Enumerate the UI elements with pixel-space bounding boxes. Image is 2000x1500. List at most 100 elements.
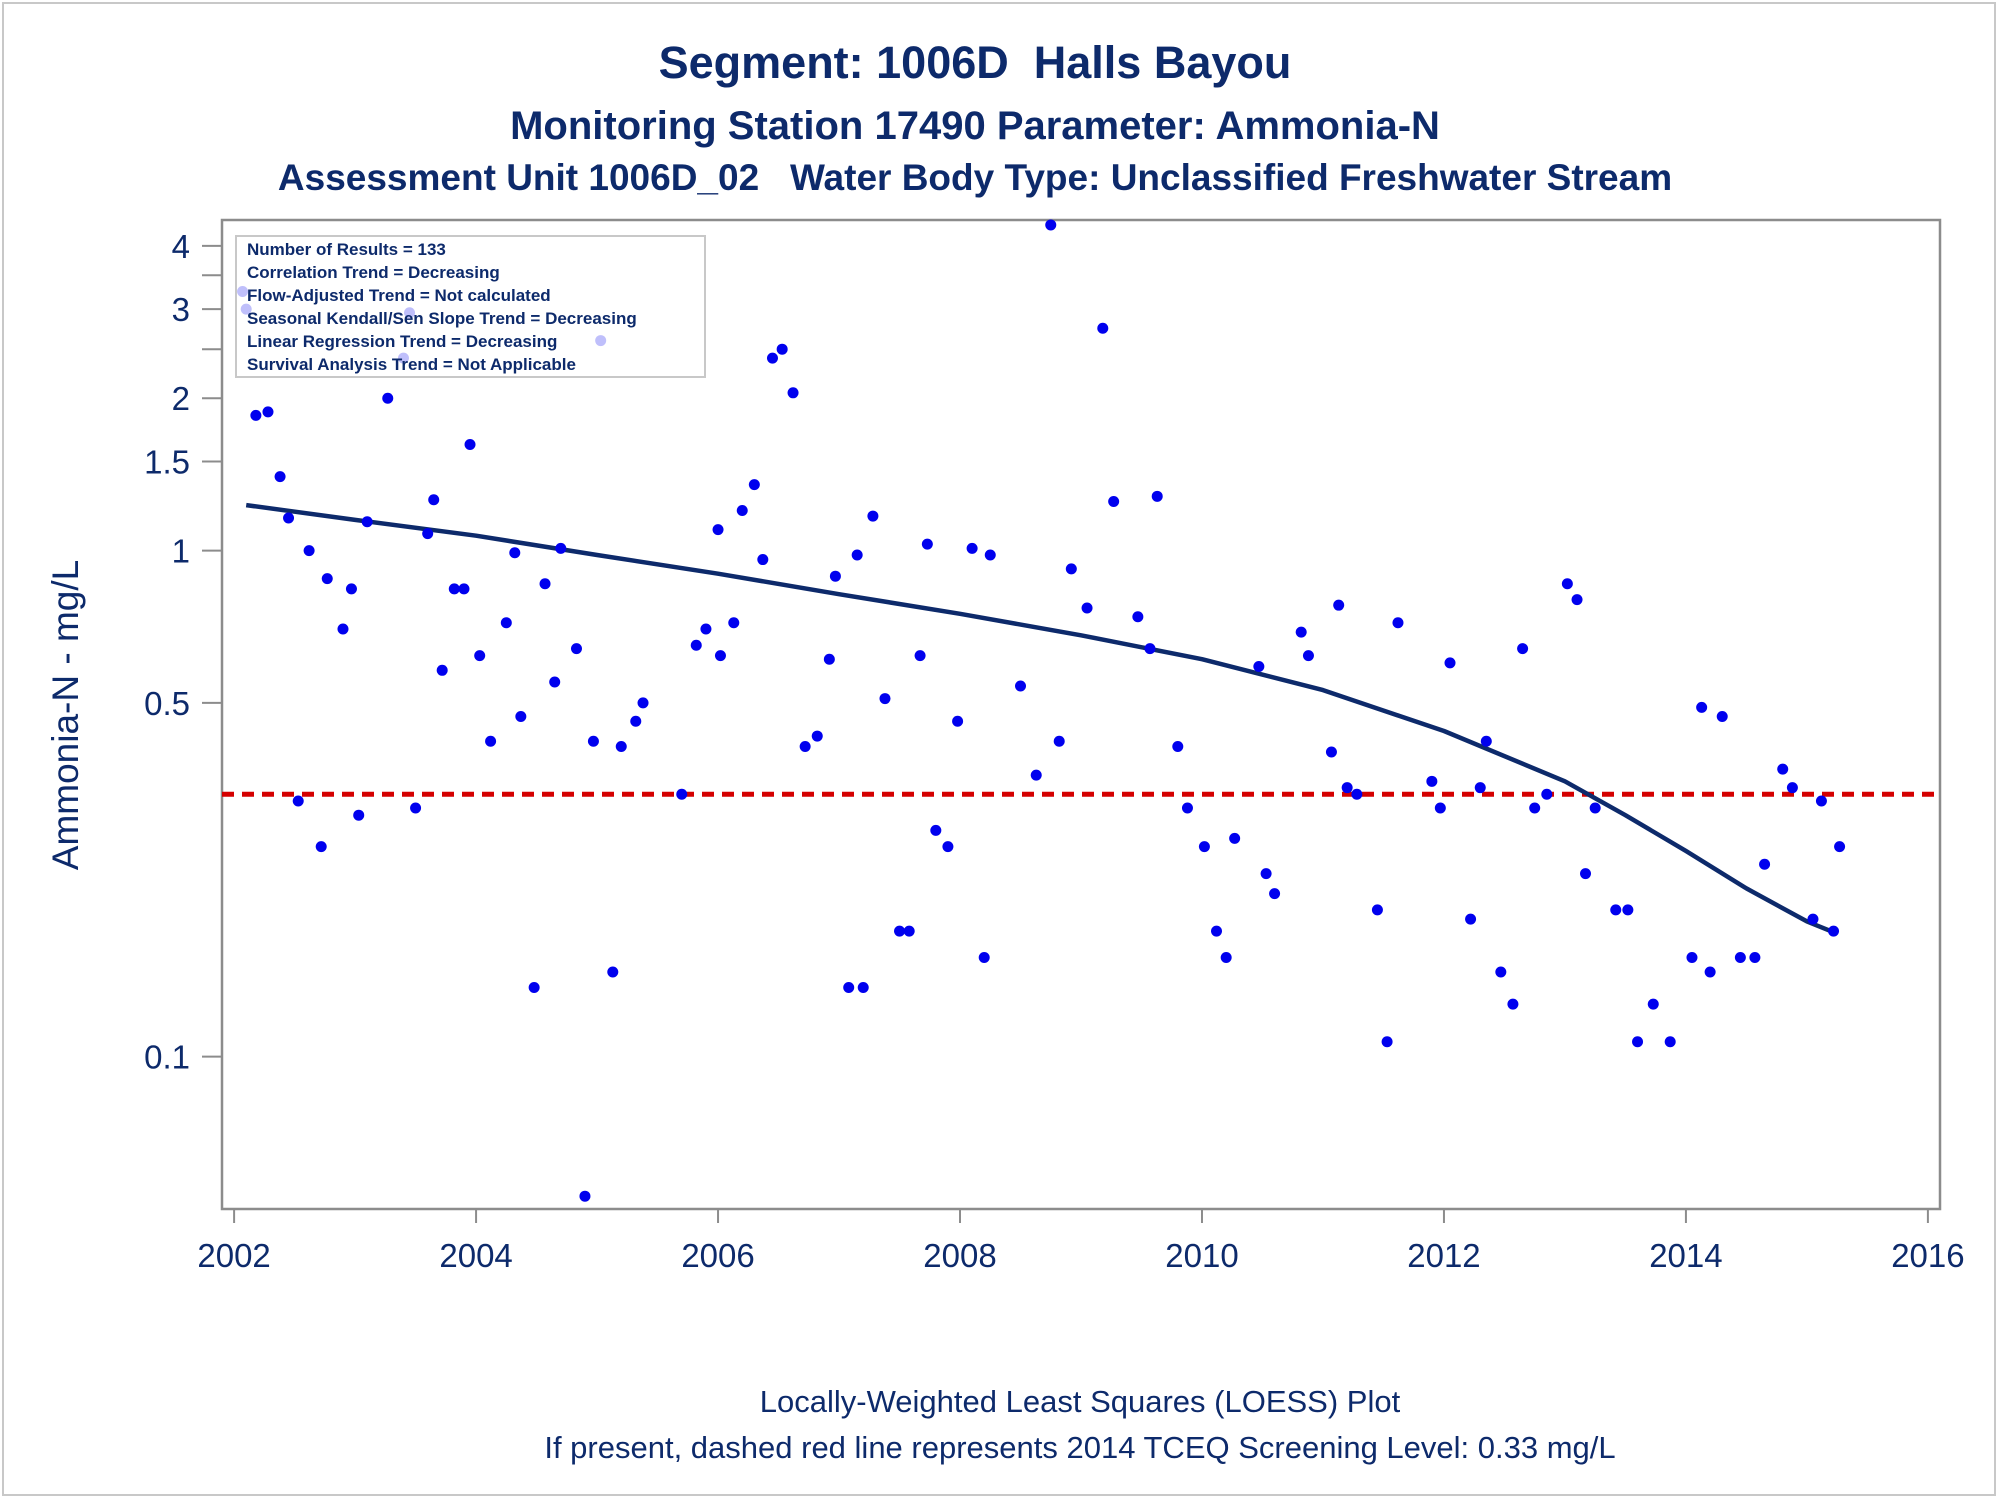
data-point — [851, 549, 863, 561]
data-point — [690, 639, 702, 651]
data-point — [766, 352, 778, 364]
data-point — [1517, 643, 1529, 655]
data-point — [321, 573, 333, 585]
y-tick-label: 1 — [172, 533, 190, 570]
stats-line: Seasonal Kendall/Sen Slope Trend = Decre… — [247, 309, 637, 328]
data-point — [728, 617, 740, 629]
data-point — [315, 841, 327, 853]
data-point — [1561, 578, 1573, 590]
data-point — [857, 981, 869, 993]
data-point — [1465, 913, 1477, 925]
data-point — [757, 554, 769, 566]
data-point — [630, 715, 642, 727]
data-point — [1269, 888, 1281, 900]
data-point — [1786, 782, 1798, 794]
x-tick-label: 2010 — [1165, 1237, 1238, 1274]
data-point — [303, 545, 315, 557]
data-point — [292, 795, 304, 807]
footnote-loess: Locally-Weighted Least Squares (LOESS) P… — [760, 1384, 1401, 1419]
data-point — [1664, 1036, 1676, 1048]
y-tick-label: 0.1 — [144, 1039, 190, 1076]
data-point — [1108, 496, 1120, 508]
data-point — [485, 735, 497, 747]
data-point — [1181, 802, 1193, 814]
data-point — [509, 547, 521, 559]
data-point — [1144, 643, 1156, 655]
data-point — [1749, 952, 1761, 964]
data-point — [966, 542, 978, 554]
data-point — [1302, 650, 1314, 662]
chart-subtitle-2: Assessment Unit 1006D_02 Water Body Type… — [278, 157, 1672, 198]
stats-line: Linear Regression Trend = Decreasing — [247, 332, 557, 351]
data-point — [337, 623, 349, 635]
data-point — [250, 409, 262, 421]
data-point — [676, 788, 688, 800]
x-tick-label: 2016 — [1891, 1237, 1964, 1274]
data-point — [1392, 617, 1404, 629]
data-point — [1097, 322, 1109, 334]
data-point — [879, 693, 891, 705]
data-point — [811, 730, 823, 742]
stats-line: Correlation Trend = Decreasing — [247, 263, 500, 282]
x-tick-label: 2004 — [439, 1237, 512, 1274]
data-point — [464, 439, 476, 451]
data-point — [436, 664, 448, 676]
data-point — [1696, 701, 1708, 713]
data-point — [1198, 841, 1210, 853]
footnote-screening: If present, dashed red line represents 2… — [544, 1430, 1615, 1465]
data-point — [930, 824, 942, 836]
data-point — [1474, 782, 1486, 794]
data-point — [283, 512, 295, 524]
data-point — [1734, 952, 1746, 964]
data-point — [700, 623, 712, 635]
data-point — [637, 697, 649, 709]
data-point — [799, 741, 811, 753]
stats-line: Survival Analysis Trend = Not Applicable — [247, 355, 576, 374]
data-point — [615, 741, 627, 753]
data-point — [1507, 998, 1519, 1010]
y-tick-label: 3 — [172, 291, 190, 328]
data-point — [1211, 925, 1223, 937]
data-point — [1622, 904, 1634, 916]
plot-area — [220, 218, 1942, 1211]
data-point — [458, 583, 470, 595]
data-point — [921, 538, 933, 550]
data-point — [787, 387, 799, 399]
data-point — [1610, 904, 1622, 916]
data-point — [1053, 735, 1065, 747]
data-point — [1030, 769, 1042, 781]
data-point — [748, 479, 760, 491]
data-point — [1807, 913, 1819, 925]
data-point — [736, 505, 748, 517]
data-point — [1777, 763, 1789, 775]
data-point — [867, 510, 879, 522]
stats-box — [235, 235, 706, 378]
data-point — [978, 952, 990, 964]
data-point — [382, 392, 394, 404]
data-point — [984, 549, 996, 561]
data-point — [1589, 802, 1601, 814]
data-point — [549, 676, 561, 688]
chart-marks — [222, 219, 1940, 1202]
y-tick-label: 4 — [172, 228, 190, 265]
data-point — [714, 650, 726, 662]
data-point — [1444, 657, 1456, 669]
data-point — [1333, 599, 1345, 611]
y-axis: 0.1 0.5 1 1.5 2 3 4 — [144, 228, 222, 1076]
data-point — [410, 802, 422, 814]
y-tick-label: 0.5 — [144, 685, 190, 722]
data-point — [515, 711, 527, 723]
data-point — [712, 524, 724, 536]
data-point — [1229, 832, 1241, 844]
data-point — [1015, 680, 1027, 692]
data-point — [952, 715, 964, 727]
data-point — [1759, 858, 1771, 870]
data-point — [422, 528, 434, 540]
data-point — [361, 516, 373, 528]
y-tick-label: 2 — [172, 380, 190, 417]
x-tick-label: 2006 — [681, 1237, 754, 1274]
data-point — [474, 650, 486, 662]
data-point — [587, 735, 599, 747]
data-point — [1341, 782, 1353, 794]
